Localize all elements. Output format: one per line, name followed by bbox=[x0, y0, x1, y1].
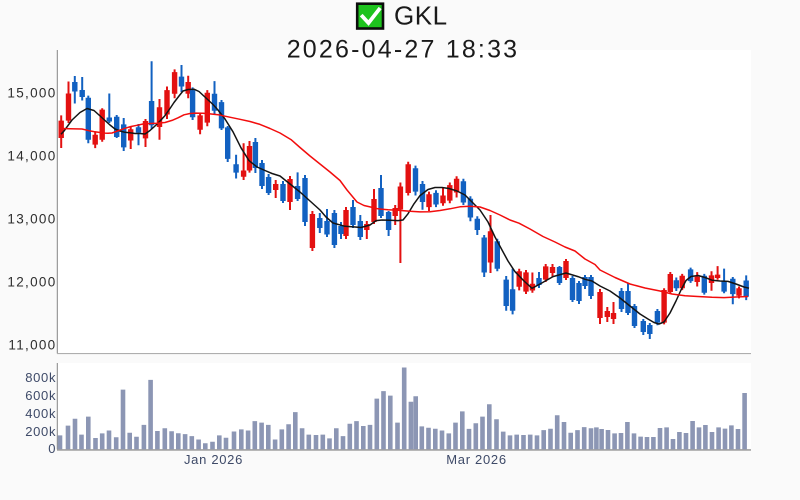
svg-text:13,000: 13,000 bbox=[7, 212, 56, 227]
svg-text:200k: 200k bbox=[25, 424, 56, 439]
svg-text:Mar 2026: Mar 2026 bbox=[446, 452, 507, 467]
svg-text:800k: 800k bbox=[25, 370, 56, 385]
svg-text:2026-04-27 18:33: 2026-04-27 18:33 bbox=[287, 35, 520, 63]
svg-text:0: 0 bbox=[48, 441, 56, 456]
svg-text:Jan 2026: Jan 2026 bbox=[184, 452, 243, 467]
svg-text:14,000: 14,000 bbox=[7, 149, 56, 164]
svg-text:12,000: 12,000 bbox=[7, 275, 56, 290]
svg-text:600k: 600k bbox=[25, 388, 56, 403]
svg-text:15,000: 15,000 bbox=[7, 86, 56, 101]
svg-text:GKL: GKL bbox=[394, 1, 448, 31]
svg-text:11,000: 11,000 bbox=[8, 338, 56, 353]
svg-text:400k: 400k bbox=[25, 406, 56, 421]
